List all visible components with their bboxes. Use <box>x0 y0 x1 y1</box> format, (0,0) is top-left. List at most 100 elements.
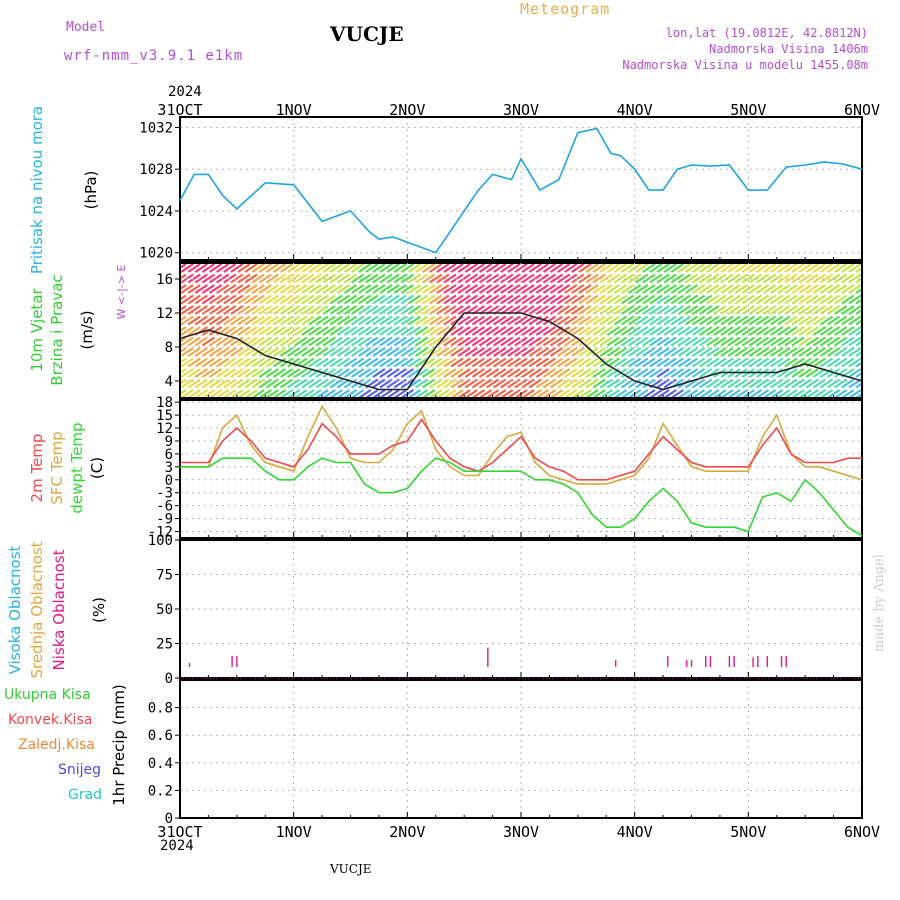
wind-barb <box>720 336 734 347</box>
wind-barb <box>578 357 592 368</box>
wind-barb <box>819 368 834 378</box>
wind-barb <box>208 378 223 389</box>
wind-barb <box>372 263 386 273</box>
wind-barb <box>826 357 841 368</box>
wind-barb <box>613 305 628 315</box>
wind-barb <box>606 347 620 357</box>
wind-barb <box>542 305 557 315</box>
wind-barb <box>805 284 819 294</box>
wind-barb <box>230 305 244 315</box>
wind-barb <box>443 368 457 378</box>
wind-barb <box>436 347 450 357</box>
wind-barb <box>812 389 826 398</box>
wind-barb <box>755 357 770 368</box>
wind-barb <box>336 368 351 378</box>
wind-barb <box>500 294 514 305</box>
wind-barb <box>535 294 549 305</box>
wind-barb <box>848 326 862 336</box>
wind-barb <box>521 389 535 398</box>
wind-barb <box>414 389 429 398</box>
y-tick-label: 1024 <box>139 204 173 220</box>
wind-barb <box>834 263 848 273</box>
wind-barb <box>670 326 684 336</box>
wind-barb <box>713 263 727 273</box>
wind-barb <box>763 294 777 305</box>
wind-barb <box>848 294 862 305</box>
wind-barb <box>656 284 670 294</box>
wind-barb <box>436 368 450 378</box>
wind-barb <box>329 378 343 389</box>
wind-barb <box>834 315 848 326</box>
wind-barb <box>308 294 322 305</box>
wind-barb <box>201 389 216 398</box>
wind-barb <box>265 326 279 336</box>
wind-barb <box>663 263 677 273</box>
wind-barb <box>407 294 422 305</box>
wind-barb <box>194 389 208 398</box>
wind-barb <box>791 263 805 273</box>
wind-barb <box>223 357 237 368</box>
wind-barb <box>336 347 351 357</box>
station-title: VUCJE <box>330 22 404 46</box>
wind-barb <box>429 263 443 273</box>
wind-barb <box>777 368 791 378</box>
wind-barb <box>770 305 784 315</box>
wind-barb <box>237 273 251 284</box>
wind-barb <box>691 368 706 378</box>
x-tick-label-bottom: 31OCT <box>157 823 202 841</box>
wind-barb <box>620 357 635 368</box>
wind-barb <box>777 347 791 357</box>
wind-barb <box>670 315 684 326</box>
wind-barb <box>180 305 194 315</box>
wind-barb <box>258 368 272 378</box>
wind-barb <box>358 326 372 336</box>
wind-barb <box>393 294 407 305</box>
wind-barb <box>592 357 606 368</box>
wind-barb <box>350 389 365 398</box>
wind-barb <box>642 347 656 357</box>
wind-barb <box>315 284 329 294</box>
wind-barb <box>393 273 407 284</box>
wind-barb <box>727 263 741 273</box>
wind-barb <box>805 315 819 326</box>
wind-barb <box>720 315 734 326</box>
wind-barb <box>237 336 251 347</box>
wind-barb <box>699 347 713 357</box>
wind-barb <box>485 284 500 294</box>
x-tick-label-top: 6NOV <box>844 101 880 119</box>
wind-barb <box>542 336 557 347</box>
wind-barb <box>422 357 436 368</box>
wind-barb <box>557 263 571 273</box>
wind-barb <box>663 389 677 398</box>
wind-barb <box>620 273 635 284</box>
wind-barb <box>457 368 471 378</box>
wind-barb <box>542 326 557 336</box>
wind-barb <box>279 347 294 357</box>
wind-barb <box>308 315 322 326</box>
wind-barb <box>727 326 741 336</box>
wind-barb <box>670 294 684 305</box>
wind-barb <box>265 305 279 315</box>
wind-barb <box>365 284 379 294</box>
y-tick-label: 6 <box>165 447 173 463</box>
wind-barb <box>819 347 834 357</box>
wind-barb <box>308 273 322 284</box>
wind-barb <box>798 326 812 336</box>
wind-barb <box>507 336 521 347</box>
wind-barb <box>414 368 429 378</box>
wind-barb <box>258 305 272 315</box>
wind-barb <box>521 368 535 378</box>
wind-barb <box>677 294 692 305</box>
wind-barb <box>848 284 862 294</box>
wind-barb <box>770 294 784 305</box>
wind-barb <box>734 305 748 315</box>
wind-barb <box>393 284 407 294</box>
wind-barb <box>542 315 557 326</box>
wind-barb <box>649 368 663 378</box>
x-tick-label-top: 3NOV <box>503 101 539 119</box>
wind-barb <box>414 357 429 368</box>
wind-barb <box>585 336 599 347</box>
wind-barb <box>514 368 528 378</box>
wind-barb <box>812 326 826 336</box>
wind-barb <box>258 336 272 347</box>
